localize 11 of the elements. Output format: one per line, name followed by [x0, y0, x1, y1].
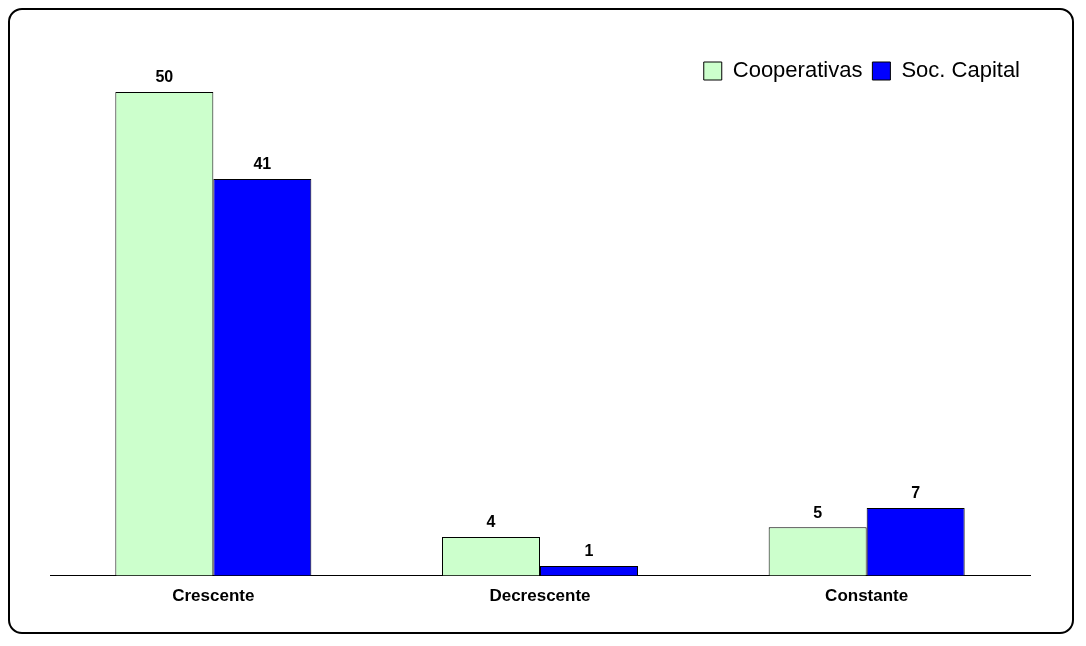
data-label: 5 — [813, 503, 823, 521]
x-tick-label: Crescente — [172, 586, 255, 606]
data-label: 50 — [155, 68, 174, 86]
data-label: 41 — [253, 155, 272, 173]
x-tick-label: Constante — [825, 586, 909, 606]
legend-label: Cooperativas — [732, 57, 863, 83]
data-label: 1 — [584, 542, 594, 560]
x-tick-label: Decrescente — [489, 586, 591, 606]
data-label: 4 — [486, 513, 496, 531]
data-label: 7 — [911, 484, 921, 502]
legend-label: Soc. Capital — [901, 57, 1021, 83]
